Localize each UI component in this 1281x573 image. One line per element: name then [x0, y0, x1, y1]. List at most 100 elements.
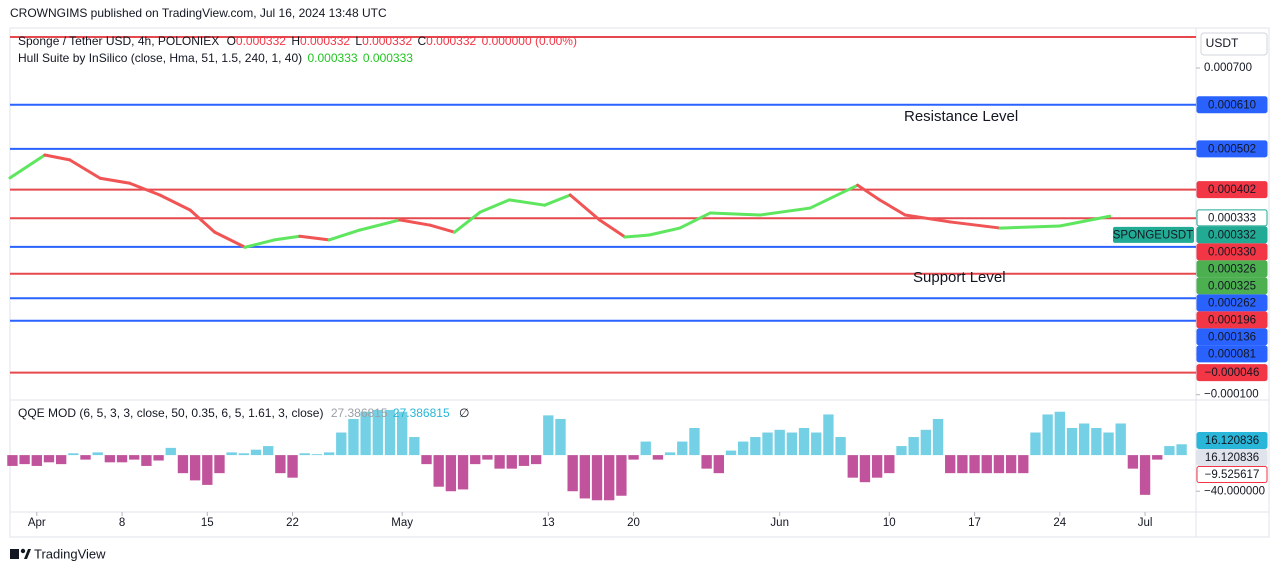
histogram-bar — [482, 455, 493, 460]
ohlc-key: C — [417, 34, 426, 48]
hull-segment — [903, 213, 952, 224]
price-tag-label: −9.525617 — [1205, 469, 1260, 481]
price-tag — [1196, 345, 1268, 363]
publisher-line: CROWNGIMS published on TradingView.com, … — [10, 6, 387, 20]
histogram-bar — [348, 418, 359, 456]
histogram-bar — [750, 437, 761, 456]
x-tick-label: Jun — [770, 517, 789, 529]
price-tag — [1196, 364, 1268, 382]
histogram-bar — [1018, 455, 1029, 474]
histogram-bar — [226, 452, 237, 456]
histogram-bar — [616, 455, 627, 496]
price-tag-label: 0.000610 — [1208, 99, 1256, 111]
hull-segment — [98, 176, 131, 185]
hull-segment — [298, 234, 331, 242]
histogram-bar — [55, 455, 67, 465]
price-tag-label: 0.000325 — [1208, 280, 1256, 292]
price-tag — [1196, 294, 1268, 312]
histogram-bar — [80, 455, 91, 460]
change: 0.000000 (0.00%) — [482, 34, 577, 48]
histogram-bar — [19, 455, 30, 465]
histogram-bar — [884, 455, 895, 474]
histogram-bar — [153, 455, 164, 461]
price-tag — [1196, 226, 1268, 244]
ohlc-key: O — [227, 34, 236, 48]
hull-segment — [272, 234, 302, 242]
histogram-bar — [957, 455, 968, 474]
histogram-bar — [664, 452, 676, 456]
hull-segment — [68, 158, 102, 180]
y-tick-label: 0.000700 — [1204, 62, 1252, 74]
histogram-bar — [871, 455, 883, 478]
hull-segment — [708, 211, 762, 217]
histogram-bar — [981, 455, 992, 474]
ohlc-value: 0.000332 — [300, 34, 350, 48]
price-tag — [1196, 432, 1268, 450]
hull-segment — [568, 193, 601, 222]
histogram-bar — [177, 455, 189, 474]
tradingview-logo — [10, 548, 31, 559]
histogram-bar — [774, 429, 785, 456]
hull-segment — [127, 181, 162, 197]
histogram-bar — [238, 453, 250, 456]
histogram-bar — [652, 455, 664, 460]
histogram-bar — [896, 446, 907, 456]
hull-segment — [8, 153, 47, 180]
currency[interactable]: USDT — [1206, 36, 1239, 50]
histogram-bar — [1091, 428, 1102, 456]
histogram-bar — [1176, 444, 1187, 456]
x-tick-label: 24 — [1053, 517, 1066, 529]
histogram-bar — [518, 455, 530, 466]
x-tick-label: 10 — [883, 517, 896, 529]
price-tag-label: 16.120836 — [1205, 452, 1259, 464]
histogram-bar — [1152, 455, 1163, 460]
ohlc-key: L — [355, 34, 362, 48]
histogram-bar — [360, 411, 371, 456]
hull-segment — [188, 208, 217, 234]
hull-segment — [856, 183, 882, 202]
histogram-bar — [920, 429, 932, 456]
histogram-bar — [396, 411, 408, 456]
chart-frame — [9, 27, 1270, 538]
price-tag-label: 0.000262 — [1208, 297, 1256, 309]
hull-segment — [478, 198, 511, 214]
histogram-bar — [1066, 428, 1078, 456]
histogram-bar — [945, 455, 956, 474]
hull-segment — [878, 198, 907, 217]
symbol-tag-label: SPONGEUSDT — [1113, 229, 1194, 241]
histogram-bar — [969, 455, 980, 474]
price-tag — [1196, 243, 1268, 261]
histogram-bar — [165, 447, 176, 456]
x-tick-label: Jul — [1138, 517, 1153, 529]
x-tick-label: 22 — [286, 517, 299, 529]
hull-segment — [243, 238, 276, 249]
histogram-bar — [323, 452, 335, 456]
qqe-legend: QQE MOD (6, 5, 3, 3, close, 50, 0.35, 6,… — [18, 406, 469, 420]
currency-box[interactable] — [1200, 32, 1268, 56]
histogram-bar — [859, 455, 871, 483]
histogram-bar — [470, 455, 481, 465]
ohlc-value: 0.000332 — [362, 34, 412, 48]
histogram-bar — [7, 455, 18, 466]
histogram-bar — [336, 432, 347, 456]
histogram-bar — [92, 452, 103, 456]
brand: TradingView — [34, 546, 106, 561]
hull-segment — [678, 211, 712, 230]
histogram-bar — [555, 418, 566, 456]
ohlc-key: H — [291, 34, 300, 48]
price-tag-label: −0.000046 — [1205, 367, 1260, 379]
histogram-bar — [141, 455, 152, 466]
histogram-bar — [1042, 414, 1053, 456]
y-tick-label: −0.000100 — [1204, 389, 1259, 401]
histogram-bar — [263, 446, 274, 456]
histogram-bar — [214, 455, 225, 474]
histogram-bar — [1139, 455, 1151, 495]
histogram-bar — [567, 455, 578, 492]
price-tag — [1196, 466, 1268, 484]
histogram-bar — [494, 455, 505, 469]
qqe-value: ∅ — [459, 406, 469, 420]
hull-segment — [998, 224, 1062, 230]
histogram-bar — [116, 455, 128, 463]
axes: 0.000700−0.000000−0.000100Apr81522May132… — [28, 62, 1268, 529]
